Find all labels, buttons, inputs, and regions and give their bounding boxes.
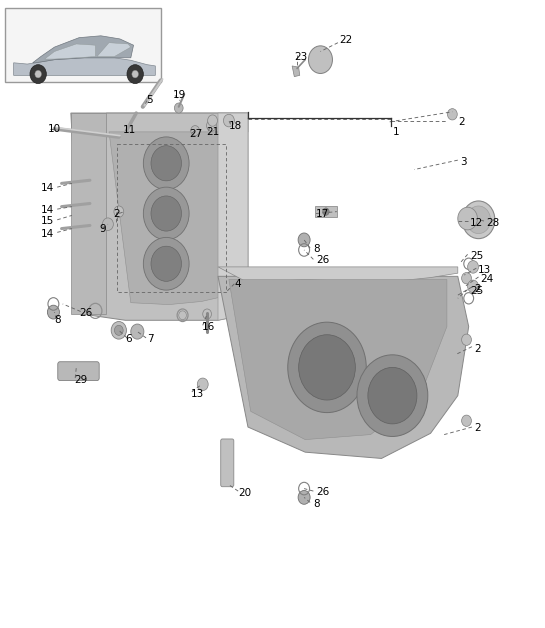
Circle shape [151,196,181,231]
Polygon shape [33,36,134,63]
Circle shape [323,208,329,215]
Text: 25: 25 [470,286,483,296]
Text: 2: 2 [474,344,481,354]
Text: 22: 22 [339,35,352,45]
Circle shape [191,126,199,136]
Polygon shape [109,132,229,305]
Text: 2: 2 [113,208,120,219]
Text: 17: 17 [316,208,329,219]
Text: 1: 1 [392,127,399,137]
Text: 16: 16 [202,322,215,332]
Text: 14: 14 [41,229,55,239]
Text: 28: 28 [486,218,499,228]
Polygon shape [45,44,95,59]
Text: 13: 13 [191,389,204,399]
Circle shape [143,187,189,240]
Text: 3: 3 [461,157,467,167]
Text: 24: 24 [481,274,494,284]
Circle shape [143,237,189,290]
Circle shape [131,324,144,339]
Circle shape [30,65,46,84]
Text: 15: 15 [41,216,55,226]
Text: 10: 10 [48,124,61,134]
Text: 26: 26 [316,487,329,497]
Text: 26: 26 [316,255,329,265]
Circle shape [299,335,355,400]
Circle shape [207,120,216,131]
Text: 20: 20 [238,488,251,498]
Circle shape [298,233,310,247]
Circle shape [308,46,332,73]
Circle shape [288,322,366,413]
Circle shape [102,218,113,230]
Circle shape [458,207,477,230]
Circle shape [462,273,471,284]
Circle shape [203,309,211,319]
Circle shape [462,415,471,426]
Text: 19: 19 [173,90,186,100]
Text: 26: 26 [79,308,92,318]
Text: 5: 5 [146,95,153,106]
Polygon shape [97,43,131,57]
Polygon shape [218,276,469,458]
Circle shape [114,206,124,217]
Text: 12: 12 [470,218,483,228]
Text: 9: 9 [100,224,106,234]
Circle shape [127,65,143,84]
Circle shape [151,246,181,281]
Polygon shape [229,279,447,440]
FancyBboxPatch shape [58,362,99,381]
Circle shape [468,280,479,293]
Text: 2: 2 [458,117,464,127]
Text: 2: 2 [474,423,481,433]
Circle shape [143,137,189,190]
Text: 29: 29 [74,375,87,385]
Text: 13: 13 [477,265,490,275]
Text: 14: 14 [41,205,55,215]
FancyBboxPatch shape [221,439,234,487]
Circle shape [197,378,208,391]
Circle shape [179,311,186,320]
Circle shape [151,146,181,181]
Circle shape [298,490,310,504]
Circle shape [447,109,457,120]
Polygon shape [292,66,300,77]
Circle shape [368,367,417,424]
Text: 8: 8 [54,315,61,325]
Polygon shape [218,113,248,320]
Polygon shape [71,113,248,320]
Text: 7: 7 [147,334,154,344]
Circle shape [462,201,495,239]
Text: 27: 27 [190,129,203,139]
Text: 8: 8 [313,244,319,254]
Circle shape [132,70,138,78]
Circle shape [208,115,217,126]
Circle shape [223,114,234,127]
Circle shape [47,305,59,319]
Text: 4: 4 [234,279,241,289]
Circle shape [468,261,479,273]
Text: 25: 25 [470,251,483,261]
Text: 21: 21 [206,127,219,137]
Text: 14: 14 [41,183,55,193]
Text: 2: 2 [474,284,481,294]
Circle shape [35,70,41,78]
Polygon shape [71,113,106,314]
Circle shape [467,206,490,234]
Bar [5,8,161,82]
Text: 18: 18 [229,121,242,131]
Polygon shape [315,206,337,217]
Circle shape [111,322,126,339]
Text: 23: 23 [294,51,307,62]
Circle shape [114,325,123,335]
Circle shape [357,355,428,436]
Circle shape [462,334,471,345]
Circle shape [174,103,183,113]
Text: 8: 8 [313,499,319,509]
Text: 11: 11 [123,125,136,135]
Polygon shape [14,58,155,75]
Text: 6: 6 [125,334,132,344]
Polygon shape [218,267,458,283]
Polygon shape [106,113,248,154]
